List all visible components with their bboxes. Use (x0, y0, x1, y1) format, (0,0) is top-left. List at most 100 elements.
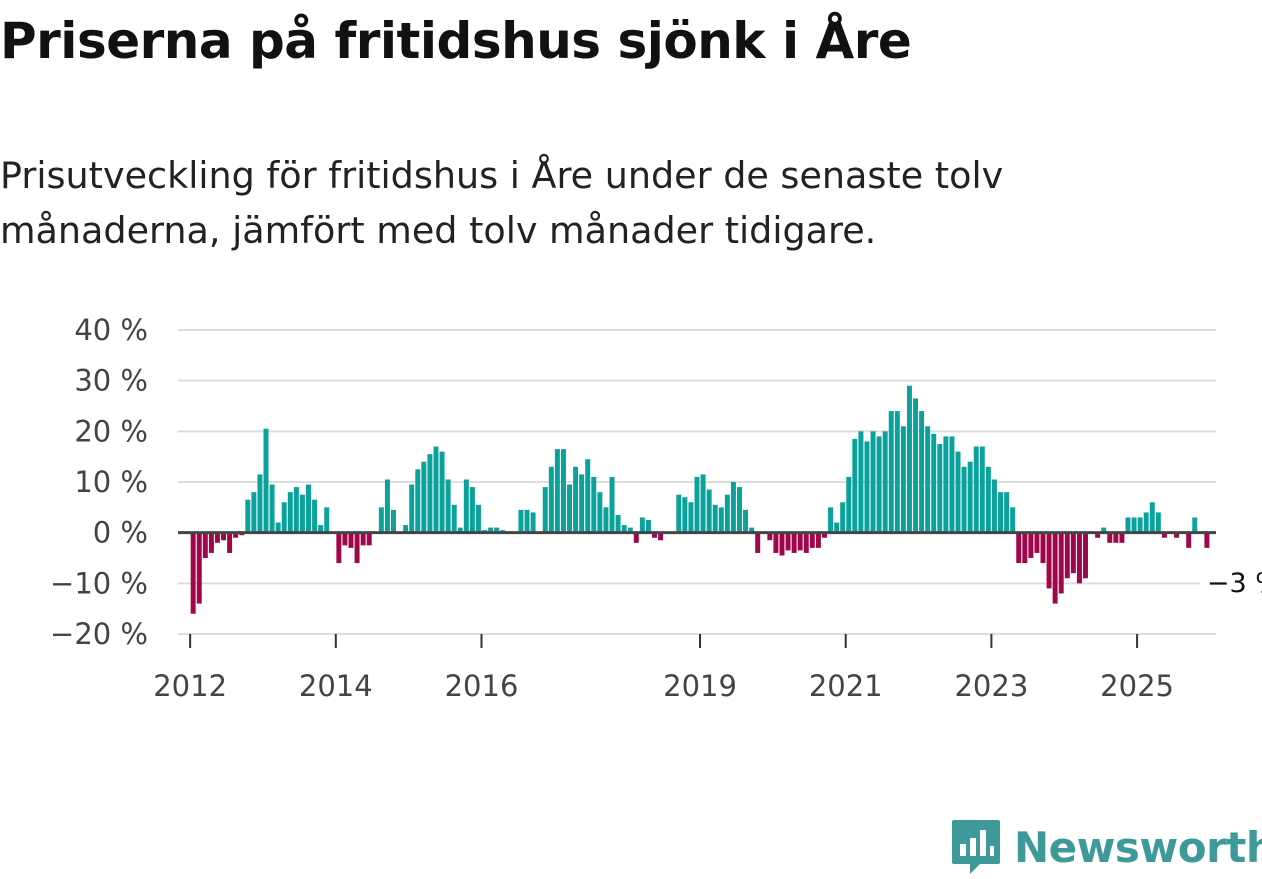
bar (743, 509, 749, 533)
bar (494, 527, 500, 533)
x-tick-label: 2014 (299, 669, 373, 703)
bar (706, 489, 712, 533)
bar (433, 446, 439, 533)
bar (803, 532, 809, 553)
bar (785, 532, 791, 551)
y-tick-label: −10 % (50, 566, 148, 600)
bar (530, 512, 536, 533)
bar (949, 436, 955, 533)
y-tick-label: 10 % (74, 465, 148, 499)
bar (342, 532, 348, 546)
bar (1016, 532, 1022, 564)
y-axis-labels: 40 % 30 % 20 % 10 % 0 % −10 % −20 % (50, 313, 148, 651)
bar (913, 398, 919, 533)
bar (779, 532, 785, 556)
bar (554, 449, 560, 533)
bar (888, 411, 894, 533)
bar (767, 532, 773, 541)
bar (524, 509, 530, 533)
bar (652, 532, 657, 538)
bar (251, 492, 257, 533)
bar (1022, 532, 1028, 564)
bar (773, 532, 779, 553)
bar (645, 520, 651, 533)
bar (1131, 517, 1137, 533)
bar (694, 476, 700, 533)
bar (961, 466, 967, 533)
bar (967, 461, 973, 533)
bar (925, 426, 931, 533)
bar (718, 507, 724, 533)
bar (633, 532, 639, 543)
bar (1076, 532, 1082, 584)
bar (451, 504, 457, 533)
bar (846, 476, 852, 533)
bar (1125, 517, 1131, 533)
bar (955, 451, 961, 533)
bars (190, 385, 1210, 614)
x-tick-label: 2025 (1100, 669, 1174, 703)
bar (1095, 532, 1101, 538)
bar (1046, 532, 1052, 589)
bar (403, 525, 409, 533)
bar (973, 446, 979, 533)
bar (585, 459, 591, 533)
bar (245, 499, 251, 533)
bar (208, 532, 214, 553)
bar (445, 479, 451, 533)
bar (360, 532, 366, 546)
bar (834, 522, 840, 533)
bar (366, 532, 372, 546)
bar (979, 446, 985, 533)
bar (427, 454, 433, 533)
y-tick-label: 20 % (74, 414, 148, 448)
x-tick-label: 2012 (153, 669, 227, 703)
bar (1010, 507, 1016, 533)
bar (876, 436, 882, 533)
bar (931, 433, 937, 533)
annotation-label: −3 % (1207, 568, 1262, 599)
annotation-group: −3 % (1199, 565, 1262, 602)
bar (312, 499, 318, 533)
bar (991, 479, 997, 533)
bar (439, 451, 445, 533)
bar (1119, 532, 1125, 543)
x-axis: 2012 2014 2016 2019 2021 2023 2025 (153, 634, 1174, 703)
bar (457, 527, 463, 533)
bar (603, 507, 609, 533)
bar (190, 532, 196, 614)
bar (724, 494, 730, 533)
bar (263, 428, 269, 533)
bar (221, 532, 227, 541)
bar (998, 492, 1003, 533)
bar (682, 497, 688, 533)
bar (609, 476, 615, 533)
bar (1101, 527, 1107, 533)
bar (214, 532, 220, 543)
y-tick-label: 40 % (74, 313, 148, 347)
bar (1083, 532, 1088, 579)
bar (1004, 492, 1010, 533)
bar (627, 527, 633, 533)
bar (384, 479, 390, 533)
bar (299, 494, 305, 533)
newsworthy-logo: Newsworthy (950, 818, 1262, 876)
bar (688, 502, 694, 533)
bar (518, 509, 524, 533)
bar (1137, 517, 1143, 533)
bar (943, 436, 949, 533)
bar (579, 474, 585, 533)
bar (639, 517, 645, 533)
bar (894, 411, 900, 533)
x-tick-label: 2016 (445, 669, 519, 703)
bar (1204, 532, 1210, 548)
bar (306, 484, 311, 533)
bar (1064, 532, 1070, 579)
grid-lines (178, 329, 1216, 635)
page-subtitle: Prisutveckling för fritidshus i Åre unde… (0, 154, 1004, 252)
bar (676, 494, 682, 533)
y-tick-label: −20 % (50, 617, 148, 651)
bar (560, 449, 566, 533)
bar (1155, 512, 1161, 533)
bar (621, 525, 627, 533)
